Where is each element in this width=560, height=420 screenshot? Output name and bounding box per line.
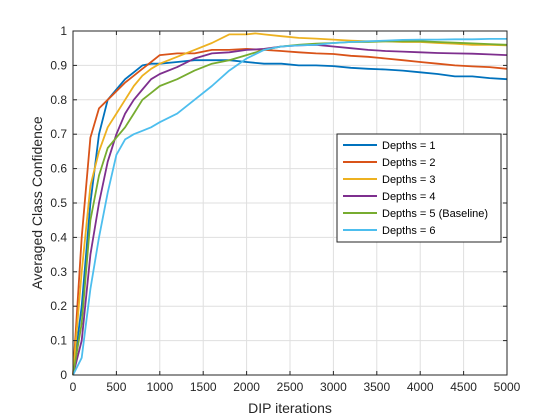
y-axis-label: Averaged Class Confidence: [29, 116, 45, 290]
x-tick-label: 3000: [320, 380, 347, 394]
y-tick-label: 0.8: [50, 93, 67, 107]
axes: [72, 30, 508, 376]
y-tick-label: 0.7: [50, 127, 67, 141]
y-tick-label: 0.9: [50, 58, 67, 72]
y-tick-label: 0.6: [50, 162, 67, 176]
y-tick-label: 0.5: [50, 196, 67, 210]
x-tick-label: 0: [70, 380, 77, 394]
x-axis-label: DIP iterations: [248, 400, 332, 416]
y-tick-label: 0.1: [50, 334, 67, 348]
series-line-5: [72, 40, 508, 376]
x-tick-label: 1000: [146, 380, 173, 394]
x-tick-label: 5000: [494, 380, 521, 394]
x-tick-label: 2000: [233, 380, 260, 394]
legend-label-6: Depths = 6: [382, 225, 436, 237]
series-line-2: [72, 48, 508, 376]
x-tick-label: 4500: [450, 380, 477, 394]
series-line-6: [72, 38, 507, 376]
legend-label-5: Depths = 5 (Baseline): [382, 208, 488, 220]
series-lines: [72, 32, 508, 376]
y-tick-label: 0.3: [50, 265, 67, 279]
legend-box: [336, 133, 502, 243]
series-line-4: [72, 43, 508, 376]
legend-label-3: Depths = 3: [382, 174, 436, 186]
series-line-1: [72, 59, 508, 376]
legend-label-2: Depths = 2: [382, 157, 436, 169]
y-tick-label: 0.4: [50, 230, 67, 244]
x-tick-label: 3500: [363, 380, 390, 394]
y-tick-label: 0.2: [50, 299, 67, 313]
y-tick-label: 1: [60, 24, 67, 38]
x-tick-label: 4000: [407, 380, 434, 394]
tick-labels: 0 500 1000 1500 2000 2500 3000 3500 4000 4500 5000…: [50, 24, 520, 394]
legend: Depths = 1 Depths = 2 Depths = 3 Depths = 4…: [336, 133, 502, 243]
legend-label-4: Depths = 4: [382, 191, 436, 203]
x-tick-label: 2500: [277, 380, 304, 394]
x-tick-label: 1500: [190, 380, 217, 394]
y-tick-label: 0: [60, 368, 67, 382]
x-tick-label: 500: [106, 380, 126, 394]
legend-label-1: Depths = 1: [382, 140, 436, 152]
